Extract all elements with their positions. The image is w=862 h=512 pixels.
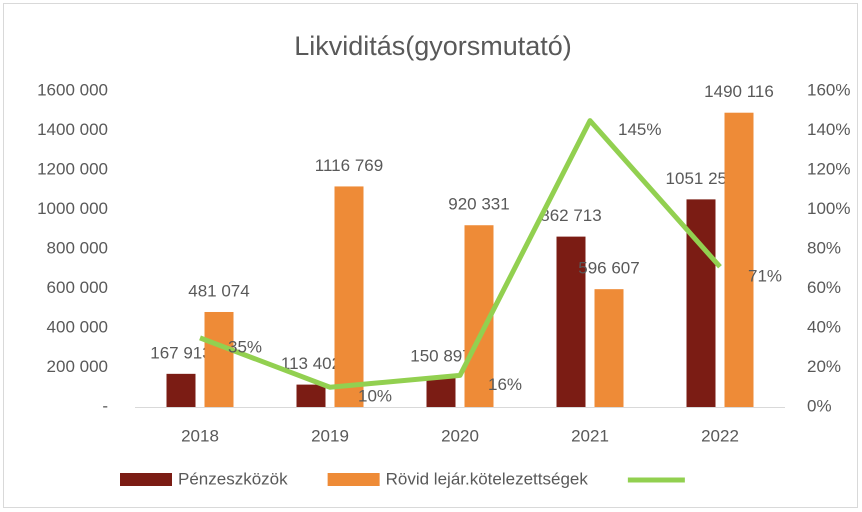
data-label: 862 713 <box>540 206 601 225</box>
data-label: 10% <box>358 387 392 406</box>
y2-tick-label: 140% <box>807 120 850 139</box>
y2-tick-label: 20% <box>807 357 841 376</box>
data-label: 1051 254 <box>666 169 737 188</box>
x-tick-label: 2018 <box>181 426 219 445</box>
legend-label: Rövid lejár.kötelezettségek <box>386 469 589 488</box>
y2-tick-label: 100% <box>807 199 850 218</box>
y2-tick-label: 0% <box>807 396 832 415</box>
y-tick-label: 1400 000 <box>37 120 108 139</box>
data-label: 16% <box>488 375 522 394</box>
data-label: 1490 116 <box>704 82 774 101</box>
y-tick-label: 1000 000 <box>37 199 108 218</box>
y2-tick-label: 80% <box>807 238 841 257</box>
bar <box>556 236 586 407</box>
data-label: 113 402 <box>281 354 341 373</box>
chart-title: Likviditás(gyorsmutató) <box>294 31 572 61</box>
y2-tick-label: 60% <box>807 278 841 297</box>
bar <box>166 373 196 407</box>
data-label: 1116 769 <box>315 156 383 175</box>
x-tick-label: 2022 <box>701 426 739 445</box>
data-label: 71% <box>748 266 782 285</box>
y-tick-label: 200 000 <box>47 357 108 376</box>
y2-tick-label: 120% <box>807 159 850 178</box>
bar <box>204 311 234 407</box>
x-tick-label: 2021 <box>571 426 609 445</box>
data-label: 596 607 <box>578 259 639 278</box>
legend-swatch <box>327 473 380 486</box>
data-label: 145% <box>618 120 661 139</box>
x-tick-label: 2020 <box>441 426 479 445</box>
y-tick-label: 1600 000 <box>37 80 108 99</box>
y-tick-label: 400 000 <box>47 317 108 336</box>
x-tick-label: 2019 <box>311 426 349 445</box>
bar <box>296 384 326 407</box>
bar <box>724 112 754 407</box>
bar <box>334 186 364 407</box>
data-label: 150 897 <box>410 347 471 366</box>
data-label: 481 074 <box>188 281 249 300</box>
y-tick-label: 1200 000 <box>37 159 108 178</box>
y-tick-label: - <box>102 396 108 415</box>
legend-label: Pénzeszközök <box>178 469 288 488</box>
data-label: 920 331 <box>448 195 509 214</box>
legend-swatch <box>120 473 172 486</box>
line-series <box>199 118 722 390</box>
bar <box>426 377 456 407</box>
y-tick-label: 600 000 <box>47 278 108 297</box>
bar <box>594 289 624 407</box>
y2-tick-label: 160% <box>807 80 850 99</box>
data-label: 35% <box>228 337 262 356</box>
y-tick-label: 800 000 <box>47 238 108 257</box>
data-label: 167 913 <box>150 343 211 362</box>
y2-tick-label: 40% <box>807 317 841 336</box>
